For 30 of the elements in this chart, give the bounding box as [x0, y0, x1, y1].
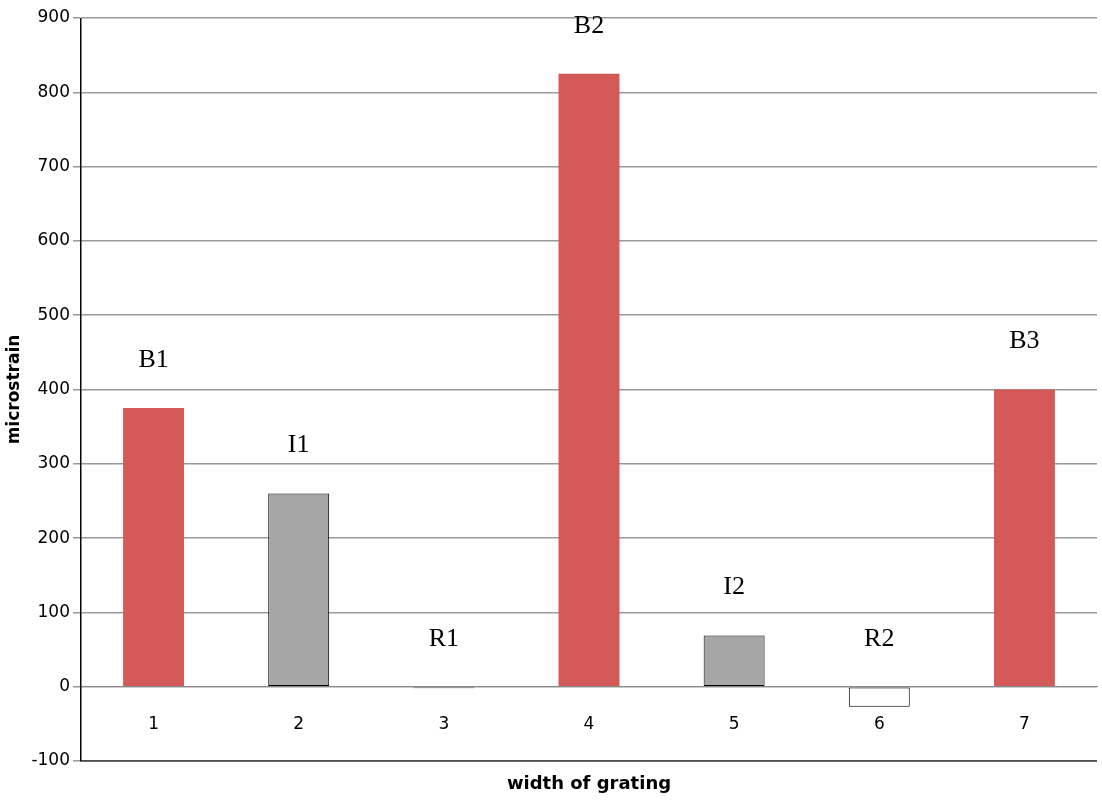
x-tick-label: 3: [438, 713, 450, 734]
bar: [993, 389, 1055, 686]
bar: [558, 73, 620, 686]
annotation: B1: [138, 343, 169, 373]
annotation: B3: [1009, 325, 1040, 355]
annotation: I2: [723, 571, 745, 601]
x-tick-label: 7: [1019, 713, 1030, 734]
x-axis-title: width of grating: [506, 771, 672, 793]
x-tick-label: 4: [583, 713, 595, 734]
y-tick-label: 800: [37, 80, 70, 101]
y-tick-label: -100: [31, 749, 70, 770]
bar: [123, 408, 185, 686]
annotation: R2: [864, 622, 895, 652]
y-tick-label: 900: [37, 6, 70, 27]
x-tick-label: 1: [148, 713, 159, 734]
y-tick-label: 700: [37, 155, 70, 176]
x-tick-label: 2: [293, 713, 305, 734]
y-tick-label: 200: [37, 526, 70, 547]
y-tick-label: 600: [37, 229, 70, 250]
y-tick-label: 300: [37, 452, 70, 473]
annotation: B2: [573, 9, 605, 39]
y-axis-title: microstrain: [2, 334, 23, 445]
y-tick-label: 500: [37, 303, 70, 324]
y-tick-label: 400: [37, 377, 70, 398]
y-tick-label: 100: [37, 600, 70, 621]
x-tick-label: 6: [873, 713, 885, 734]
x-tick-label: 5: [728, 713, 740, 734]
annotation: I1: [287, 429, 310, 459]
y-tick-label: 0: [59, 675, 70, 696]
annotation: R1: [428, 622, 460, 652]
